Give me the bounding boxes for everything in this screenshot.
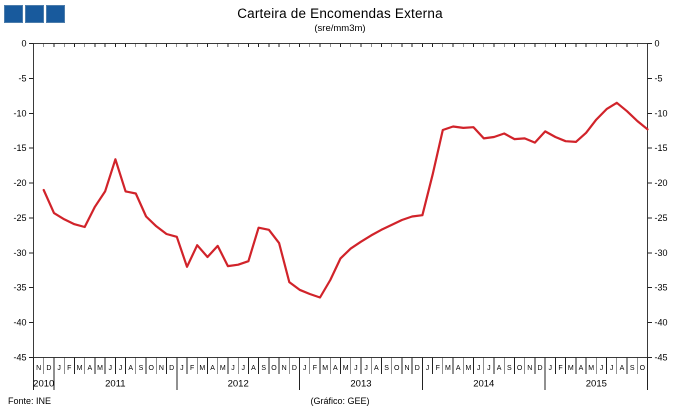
month-label: O <box>517 365 523 372</box>
month-label: J <box>549 365 553 372</box>
month-label: F <box>190 365 194 372</box>
month-label: J <box>426 365 430 372</box>
month-label: S <box>630 365 635 372</box>
year-label: 2013 <box>350 379 371 390</box>
month-label: N <box>404 365 409 372</box>
month-label: M <box>199 365 205 372</box>
logo-square <box>46 5 65 23</box>
month-label: A <box>456 365 461 372</box>
logo <box>4 5 65 23</box>
month-label: M <box>343 365 349 372</box>
month-label: O <box>394 365 400 372</box>
month-label: F <box>67 365 71 372</box>
year-label: 2015 <box>586 379 607 390</box>
month-label: O <box>640 365 646 372</box>
month-label: A <box>87 365 92 372</box>
y-tick-label-left: -20 <box>13 178 26 188</box>
credit-label: (Gráfico: GEE) <box>310 396 370 406</box>
month-label: N <box>527 365 532 372</box>
month-label: F <box>558 365 562 372</box>
y-tick-label-left: 0 <box>21 39 26 49</box>
month-label: N <box>159 365 164 372</box>
month-label: M <box>568 365 574 372</box>
month-label: J <box>354 365 358 372</box>
month-label: J <box>242 365 246 372</box>
y-tick-label-right: -40 <box>655 318 668 328</box>
chart-subtitle: (sre/mm3m) <box>314 23 366 34</box>
month-label: J <box>231 365 235 372</box>
logo-square <box>25 5 44 23</box>
year-label: 2012 <box>228 379 249 390</box>
month-label: D <box>169 365 174 372</box>
month-label: J <box>364 365 368 372</box>
plot-frame <box>33 43 648 358</box>
y-tick-label-left: -30 <box>13 248 26 258</box>
year-label: 2010 <box>33 379 54 390</box>
month-label: A <box>128 365 133 372</box>
month-label: J <box>487 365 491 372</box>
data-line <box>42 101 649 299</box>
y-tick-label-right: -20 <box>655 178 668 188</box>
month-label: N <box>282 365 287 372</box>
chart-title: Carteira de Encomendas Externa <box>237 6 443 21</box>
month-label: A <box>579 365 584 372</box>
y-tick-label-left: -25 <box>13 213 26 223</box>
logo-square <box>4 5 23 23</box>
month-label: J <box>119 365 123 372</box>
y-tick-label-left: -5 <box>18 73 26 83</box>
month-label: S <box>507 365 512 372</box>
month-label: D <box>46 365 51 372</box>
month-label: J <box>477 365 481 372</box>
month-label: J <box>600 365 604 372</box>
year-label: 2014 <box>473 379 494 390</box>
month-label: M <box>588 365 594 372</box>
month-label: S <box>139 365 144 372</box>
month-label: J <box>610 365 614 372</box>
month-label: O <box>271 365 277 372</box>
month-label: N <box>36 365 41 372</box>
y-tick-label-left: -10 <box>13 108 26 118</box>
month-label: M <box>77 365 83 372</box>
month-label: M <box>97 365 103 372</box>
month-label: J <box>180 365 184 372</box>
y-tick-label-right: -35 <box>655 283 668 293</box>
month-label: A <box>374 365 379 372</box>
month-label: A <box>497 365 502 372</box>
y-tick-label-right: -30 <box>655 248 668 258</box>
source-label: Fonte: INE <box>8 396 52 406</box>
month-label: A <box>333 365 338 372</box>
y-tick-label-right: -15 <box>655 143 668 153</box>
y-tick-label-right: -45 <box>655 353 668 363</box>
month-label: J <box>57 365 61 372</box>
y-tick-label-left: -15 <box>13 143 26 153</box>
month-label: A <box>620 365 625 372</box>
y-tick-label-left: -40 <box>13 318 26 328</box>
y-tick-label-right: -5 <box>655 73 663 83</box>
y-tick-label-right: 0 <box>655 39 660 49</box>
month-label: S <box>384 365 389 372</box>
month-label: M <box>220 365 226 372</box>
month-label: J <box>303 365 307 372</box>
month-label: M <box>322 365 328 372</box>
y-tick-label-right: -25 <box>655 213 668 223</box>
y-tick-label-left: -45 <box>13 353 26 363</box>
month-label: D <box>415 365 420 372</box>
month-label: M <box>465 365 471 372</box>
month-label: D <box>538 365 543 372</box>
y-tick-label-right: -10 <box>655 108 668 118</box>
month-label: M <box>445 365 451 372</box>
month-label: A <box>251 365 256 372</box>
month-label: A <box>210 365 215 372</box>
month-label: S <box>261 365 266 372</box>
month-label: F <box>436 365 440 372</box>
month-label: J <box>109 365 113 372</box>
y-tick-label-left: -35 <box>13 283 26 293</box>
month-label: F <box>313 365 317 372</box>
year-label: 2011 <box>105 379 125 390</box>
month-label: O <box>148 365 154 372</box>
month-label: D <box>292 365 297 372</box>
